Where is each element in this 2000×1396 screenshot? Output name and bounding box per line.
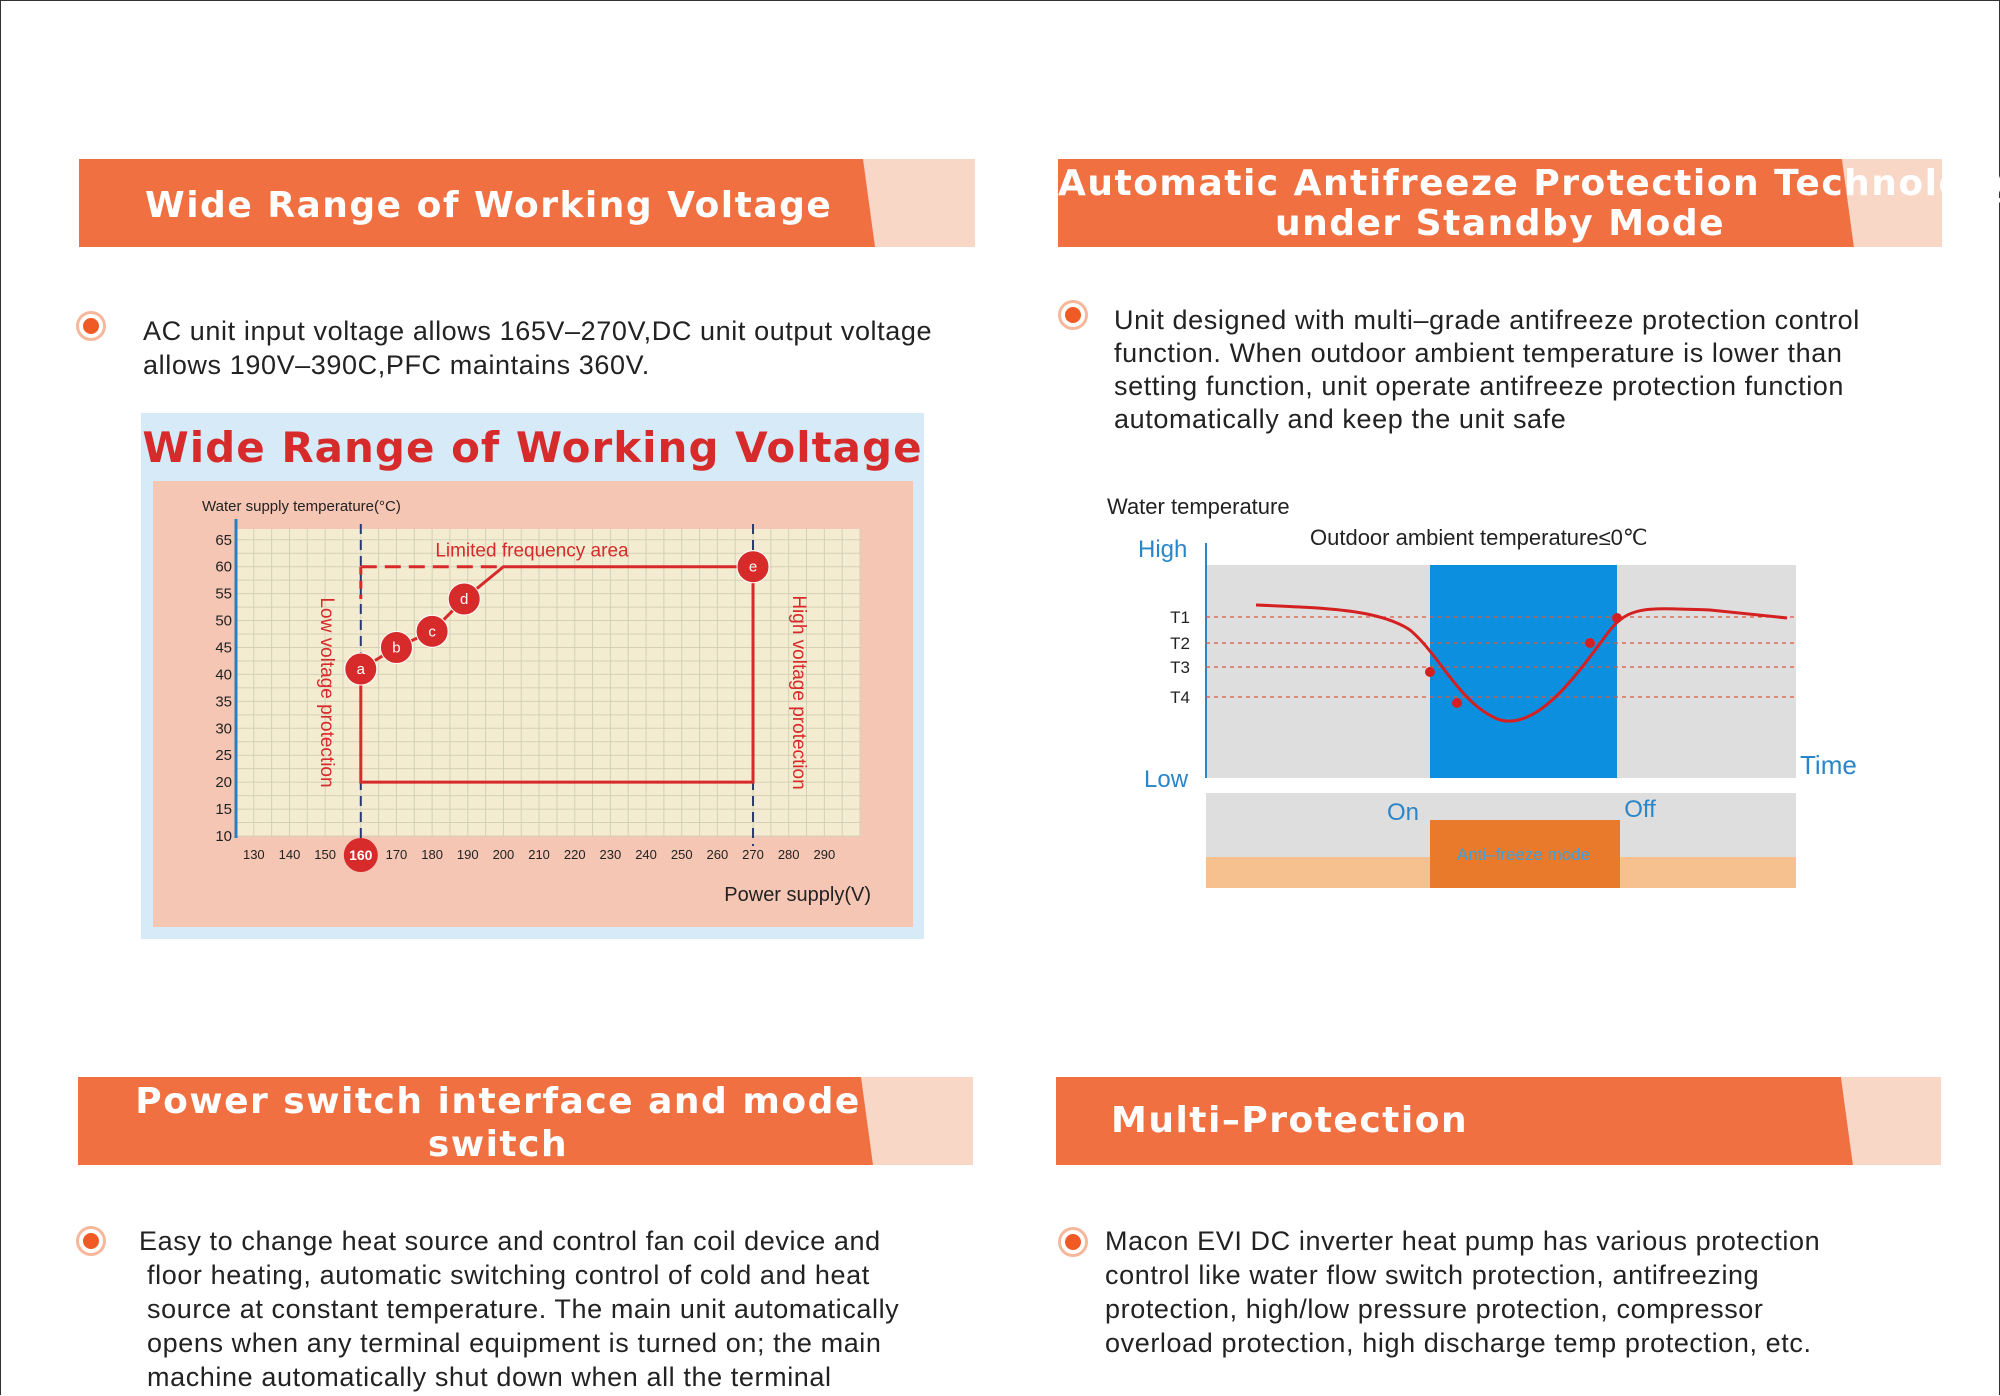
curve-point [1425,667,1435,677]
y-tick-label: 10 [215,828,232,845]
x-tick-label: 270 [742,847,764,862]
x-tick-label: 170 [386,847,408,862]
high-label: High [1138,536,1187,563]
highlight-tick-marker [343,838,378,872]
threshold-label-T2: T2 [1170,634,1190,653]
x-tick-label: 150 [314,847,336,862]
point-e [736,550,770,584]
threshold-label-T1: T1 [1170,608,1190,627]
high-voltage-label: High voltage protection [788,595,809,789]
y-tick-label: 15 [215,801,232,818]
point-b [379,630,413,664]
voltage-bullet-icon [76,311,106,341]
antifreeze-zone [1430,565,1617,778]
antifreeze-header: Automatic Antifreeze Protection Technolo… [1058,159,2000,247]
curve-point [1452,698,1462,708]
voltage-chart-panel: Water supply temperature(°C) Power supply… [153,481,913,927]
x-tick-label: 240 [635,847,657,862]
x-tick-label: 140 [279,847,301,862]
temperature-curve [1255,603,1788,723]
highlight-tick-label: 160 [349,847,373,863]
off-label: Off [1624,796,1656,823]
y-tick-label: 55 [215,586,232,603]
on-label: On [1387,799,1419,826]
x-tick-label: 180 [421,847,443,862]
low-voltage-label: Low voltage protection [316,597,337,787]
antifreeze-bullet-icon [1058,300,1088,330]
protection-header: Multi–Protection [1056,1077,1941,1165]
antifreeze-text: Unit designed with multi–grade antifreez… [1114,305,1860,434]
voltage-chart-title: Wide Range of Working Voltage [142,423,923,472]
condition-label: Outdoor ambient temperature≤0℃ [1310,525,1648,550]
point-d [447,582,481,616]
point-label-b: b [392,639,400,656]
curve-point [1585,638,1595,648]
point-c [415,614,449,648]
x-tick-label: 220 [564,847,586,862]
y-tick-label: 35 [215,693,232,710]
x-axis-label: Power supply(V) [724,884,871,906]
voltage-header: Wide Range of Working Voltage [79,159,975,247]
curve-point [1612,613,1622,623]
low-label: Low [1144,766,1189,793]
point-a [344,652,378,686]
x-tick-label: 200 [493,847,515,862]
threshold-label-T4: T4 [1170,688,1190,707]
y-tick-label: 30 [215,720,232,737]
limited-frequency-label: Limited frequency area [435,541,629,562]
antifreeze-mode-bar [1430,820,1620,888]
y-tick-label: 45 [215,639,232,656]
water-temp-label: Water temperature [1107,494,1290,519]
time-label: Time [1800,750,1857,780]
antifreeze-mode-label: Anti–freeze mode [1457,845,1590,864]
point-label-a: a [357,661,366,678]
y-tick-label: 25 [215,747,232,764]
switch-bullet-icon [76,1226,106,1256]
y-tick-label: 20 [215,774,232,791]
protection-bullet-icon [1058,1227,1088,1257]
switch-text: Easy to change heat source and control f… [139,1226,900,1392]
x-tick-label: 250 [671,847,693,862]
y-axis-label: Water supply temperature(°C) [202,498,401,515]
point-label-c: c [428,623,436,640]
antifreeze-chart: Water temperature Outdoor ambient tempera… [1107,494,1857,888]
y-tick-label: 60 [215,559,232,576]
protection-title: Multi–Protection [1111,1100,1469,1141]
x-tick-label: 130 [243,847,265,862]
x-tick-label: 260 [707,847,729,862]
voltage-chart-svg: Water supply temperature(°C) Power supply… [202,498,871,906]
x-tick-label: 290 [813,847,835,862]
x-tick-label: 230 [600,847,622,862]
voltage-chart: Wide Range of Working Voltage Water supp… [141,413,924,939]
x-tick-label: 190 [457,847,479,862]
y-tick-label: 40 [215,666,232,683]
protection-text: Macon EVI DC inverter heat pump has vari… [1105,1226,1821,1358]
switch-header: Power switch interface and mode switch i… [78,1077,973,1208]
threshold-label-T3: T3 [1170,658,1190,677]
antifreeze-title: Automatic Antifreeze Protection Technolo… [1058,163,2000,244]
point-label-e: e [749,559,757,576]
x-tick-label: 280 [778,847,800,862]
y-tick-label: 50 [215,613,232,630]
voltage-title: Wide Range of Working Voltage [145,185,833,226]
point-label-d: d [460,591,468,608]
switch-title: Power switch interface and mode switch i… [135,1081,861,1208]
x-tick-label: 210 [528,847,550,862]
voltage-text: AC unit input voltage allows 165V–270V,D… [143,316,933,380]
y-tick-label: 65 [215,532,232,549]
